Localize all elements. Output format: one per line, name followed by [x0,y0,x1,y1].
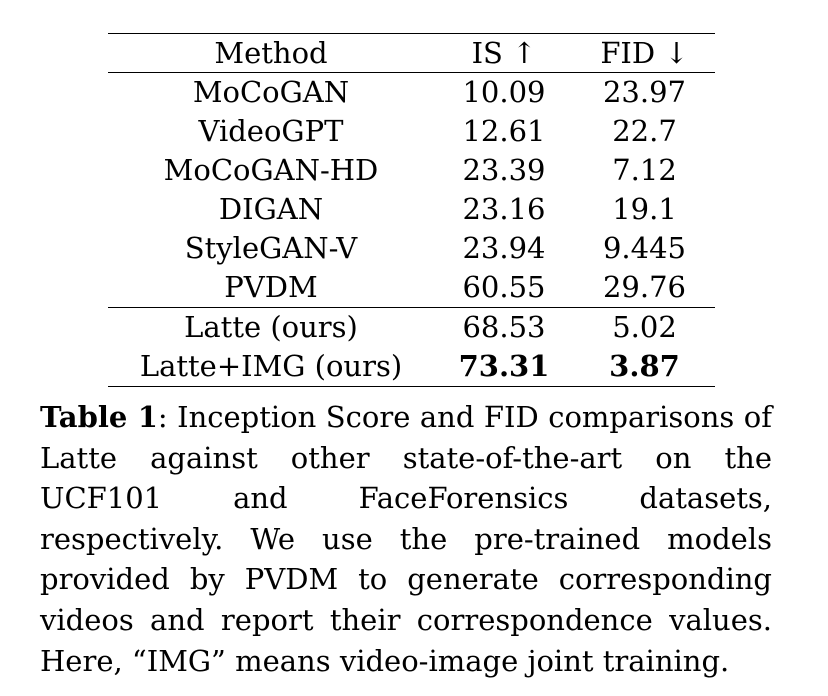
cell-method: VideoGPT [198,114,344,148]
table-header-row: Method IS ↑ FID ↓ [108,33,715,73]
results-table-container: Method IS ↑ FID ↓ MoCoGAN 10.09 23.97 Vi… [108,33,715,387]
table-row: MoCoGAN-HD 23.39 7.12 [108,151,715,190]
cell-method: MoCoGAN-HD [163,153,379,187]
cell-method: PVDM [224,270,318,304]
table-row: StyleGAN-V 23.94 9.445 [108,229,715,268]
caption-text: : Inception Score and FID comparisons of… [40,400,772,678]
cell-method: StyleGAN-V [184,231,358,265]
cell-fid: 23.97 [602,75,687,109]
cell-fid: 9.445 [602,231,687,265]
cell-is: 12.61 [462,114,546,148]
cell-is: 23.94 [462,231,546,265]
header-is: IS ↑ [471,36,537,70]
cell-method: MoCoGAN [192,75,350,109]
cell-is: 23.39 [462,153,546,187]
cell-is: 10.09 [462,75,546,109]
cell-method: Latte+IMG (ours) [139,349,403,383]
table-row: VideoGPT 12.61 22.7 [108,112,715,151]
cell-fid: 19.1 [612,192,677,226]
table-row: Latte (ours) 68.53 5.02 [108,307,715,347]
cell-is-best: 73.31 [458,349,550,383]
table-row: PVDM 60.55 29.76 [108,268,715,308]
cell-fid: 5.02 [574,307,715,347]
cell-fid: 29.76 [602,270,687,304]
table-row: Latte+IMG (ours) 73.31 3.87 [108,347,715,387]
header-method: Method [214,36,328,70]
results-table: Method IS ↑ FID ↓ MoCoGAN 10.09 23.97 Vi… [108,33,715,387]
cell-method: Latte (ours) [108,307,434,347]
table-row: DIGAN 23.16 19.1 [108,190,715,229]
cell-is: 68.53 [434,307,574,347]
cell-is: 23.16 [462,192,546,226]
caption-label: Table 1 [40,400,158,434]
cell-fid: 22.7 [612,114,677,148]
cell-fid-best: 3.87 [609,349,680,383]
cell-method: DIGAN [218,192,324,226]
header-fid: FID ↓ [600,36,689,70]
cell-fid: 7.12 [612,153,677,187]
cell-is: 60.55 [462,270,546,304]
table-caption: Table 1: Inception Score and FID compari… [40,397,772,681]
table-row: MoCoGAN 10.09 23.97 [108,73,715,113]
